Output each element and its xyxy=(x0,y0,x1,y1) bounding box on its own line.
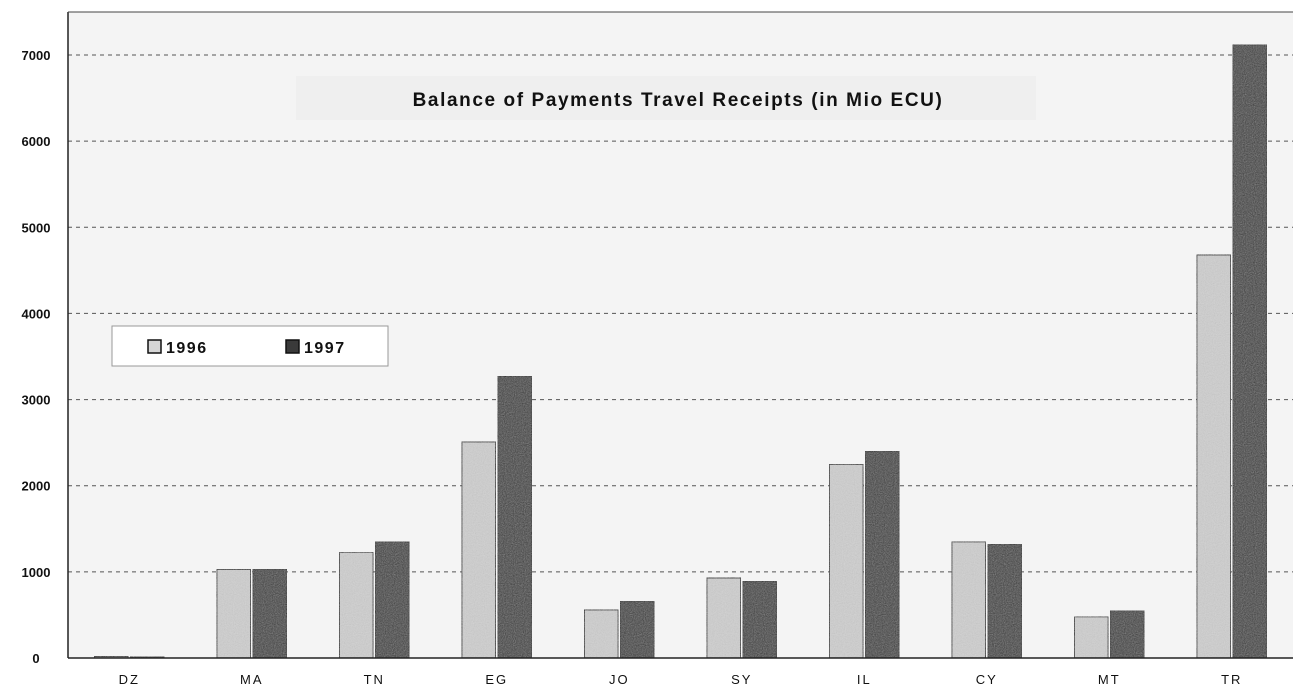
y-tick-label: 2000 xyxy=(22,479,51,494)
bar-ma-1996 xyxy=(216,568,252,659)
chart-title-box: Balance of Payments Travel Receipts (in … xyxy=(296,76,1036,120)
bar-eg-1997 xyxy=(497,375,533,659)
bar-cy-1996 xyxy=(951,541,987,659)
y-tick-label: 0 xyxy=(32,651,39,666)
legend: 1996 1997 xyxy=(111,325,389,367)
legend-label-1996: 1996 xyxy=(166,340,208,357)
x-tick-label: TN xyxy=(364,672,385,686)
bar-tr-1997 xyxy=(1232,44,1268,659)
axes xyxy=(67,11,1293,659)
y-tick-label: 6000 xyxy=(22,134,51,149)
bar-ma-1997 xyxy=(252,568,288,659)
bar-jo-1997 xyxy=(619,600,655,659)
x-tick-label: CY xyxy=(976,672,998,686)
bar-tn-1997 xyxy=(374,541,410,659)
x-tick-label: IL xyxy=(857,672,872,686)
x-tick-label: TR xyxy=(1221,672,1242,686)
bar-il-1997 xyxy=(864,450,900,659)
legend-swatch-1996 xyxy=(147,339,162,354)
x-axis-ticks: DZ MA TN EG JO SY IL CY MT TR xyxy=(119,672,1242,687)
bar-tr-1996 xyxy=(1196,254,1232,659)
x-tick-label: SY xyxy=(731,672,752,686)
y-tick-label: 4000 xyxy=(22,306,51,321)
x-tick-label: MT xyxy=(1098,672,1121,686)
x-tick-label: JO xyxy=(609,672,630,686)
bar-cy-1997 xyxy=(987,543,1023,659)
x-tick-label: MA xyxy=(240,672,264,686)
bar-mt-1996 xyxy=(1073,616,1109,659)
bar-tn-1996 xyxy=(338,551,374,659)
y-tick-label: 3000 xyxy=(22,393,51,408)
y-tick-label: 5000 xyxy=(22,220,51,235)
y-tick-label: 1000 xyxy=(22,565,51,580)
x-tick-label: DZ xyxy=(119,672,140,686)
chart-title: Balance of Payments Travel Receipts (in … xyxy=(413,90,944,111)
y-tick-label: 7000 xyxy=(22,48,51,63)
bars xyxy=(93,44,1268,659)
bar-il-1996 xyxy=(828,463,864,659)
bar-sy-1996 xyxy=(706,577,742,659)
bar-sy-1997 xyxy=(742,580,778,659)
bar-eg-1996 xyxy=(461,441,497,659)
legend-swatch-1997 xyxy=(285,339,300,354)
legend-label-1997: 1997 xyxy=(304,340,346,357)
x-tick-label: EG xyxy=(485,672,508,686)
bar-mt-1997 xyxy=(1109,610,1145,659)
y-axis-ticks: 0 1000 2000 3000 4000 5000 6000 7000 xyxy=(22,48,51,666)
bar-jo-1996 xyxy=(583,609,619,659)
